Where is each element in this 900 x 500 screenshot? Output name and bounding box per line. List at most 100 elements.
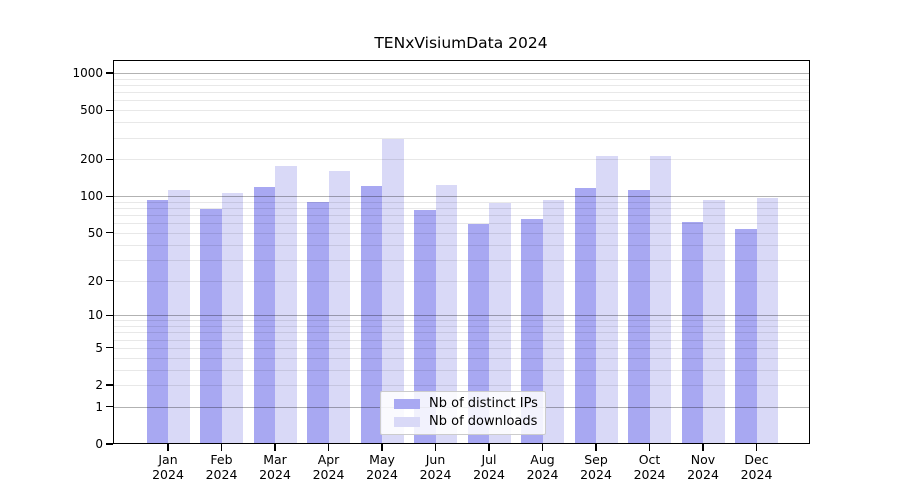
gridline [113,320,810,322]
bar [574,187,596,444]
x-tick [755,444,758,451]
bar [596,156,618,444]
x-tick-label: Aug 2024 [511,452,575,482]
bar [735,228,757,444]
x-tick-label: Jan 2024 [136,452,200,482]
bar [703,200,725,444]
x-tick [434,444,437,451]
y-tick [105,195,113,197]
gridline [113,232,810,234]
legend-swatch [394,417,420,427]
legend-swatch [394,399,420,409]
x-tick-month: Nov [690,452,716,467]
x-tick [488,444,490,451]
gridline [113,208,810,210]
y-tick-label: 20 [87,273,103,288]
y-tick [105,279,113,282]
x-tick-year: 2024 [526,467,559,482]
bar [275,166,297,444]
y-tick-label: 100 [80,189,103,204]
gridline [113,280,810,282]
x-tick [648,444,651,451]
x-tick-label: Sep 2024 [564,452,628,482]
legend-label: Nb of distinct IPs [429,396,538,411]
gridline [113,196,810,198]
gridline [113,201,810,203]
legend-item: Nb of downloads [381,415,545,429]
x-tick [220,444,223,451]
gridline [113,347,810,349]
gridline [113,357,810,359]
x-tick-label: Oct 2024 [618,452,682,482]
x-tick-label: Jun 2024 [404,452,468,482]
x-tick-month: Jun [425,452,446,467]
gridline [113,244,810,246]
x-tick-month: Sep [584,452,608,467]
gridline [113,78,810,80]
x-tick [702,444,704,451]
bar [360,186,382,444]
bar [435,185,457,444]
y-tick-label: 10 [87,308,103,323]
y-tick [105,158,113,160]
y-tick-label: 1000 [72,66,103,80]
y-tick-label: 0 [95,437,103,451]
bar [681,221,703,444]
bar [328,171,350,444]
gridline [113,339,810,341]
x-tick-label: Dec 2024 [725,452,789,482]
x-tick-label: Feb 2024 [190,452,254,482]
y-tick [105,314,113,316]
x-tick-year: 2024 [633,467,666,482]
x-tick [274,444,276,451]
bar [521,219,543,444]
chart-title: TENxVisiumData 2024 [374,34,548,52]
gridline [113,332,810,334]
x-tick-year: 2024 [419,467,452,482]
y-tick [105,443,113,445]
gridline [113,326,810,327]
x-tick [167,444,169,451]
bar [414,210,436,444]
bar [628,190,650,444]
x-tick-year: 2024 [740,467,773,482]
y-tick [105,109,113,111]
x-tick-month: Mar [263,452,287,467]
x-tick-month: Aug [530,452,555,467]
x-tick-month: Feb [210,452,233,467]
x-tick-month: Apr [317,452,340,467]
gridline [113,385,810,386]
gridline [113,315,810,317]
x-tick-label: Jul 2024 [457,452,521,482]
y-tick-label: 500 [80,103,103,118]
gridline [113,100,810,102]
bar [382,138,404,444]
bar [649,155,671,444]
gridline [113,92,810,94]
bar [200,208,222,444]
x-tick-year: 2024 [152,467,184,482]
x-tick-month: Oct [638,452,661,467]
x-tick [595,444,597,451]
legend: Nb of distinct IPs Nb of downloads [380,391,546,435]
x-tick [541,444,544,451]
bar [542,200,564,444]
y-tick-label: 5 [95,340,103,355]
x-tick [327,444,330,451]
gridline [113,223,810,225]
bar [307,201,329,444]
x-tick-year: 2024 [687,467,719,482]
x-tick-label: May 2024 [350,452,414,482]
x-tick [381,444,383,451]
x-tick-year: 2024 [473,467,505,482]
x-tick-label: Mar 2024 [243,452,307,482]
y-tick [105,232,113,234]
legend-label: Nb of downloads [429,414,538,429]
y-tick [105,347,113,349]
bar [168,190,190,444]
x-tick-year: 2024 [312,467,345,482]
bar [467,224,489,444]
gridline [113,215,810,217]
y-tick-label: 1 [95,399,103,414]
gridline [113,137,810,139]
